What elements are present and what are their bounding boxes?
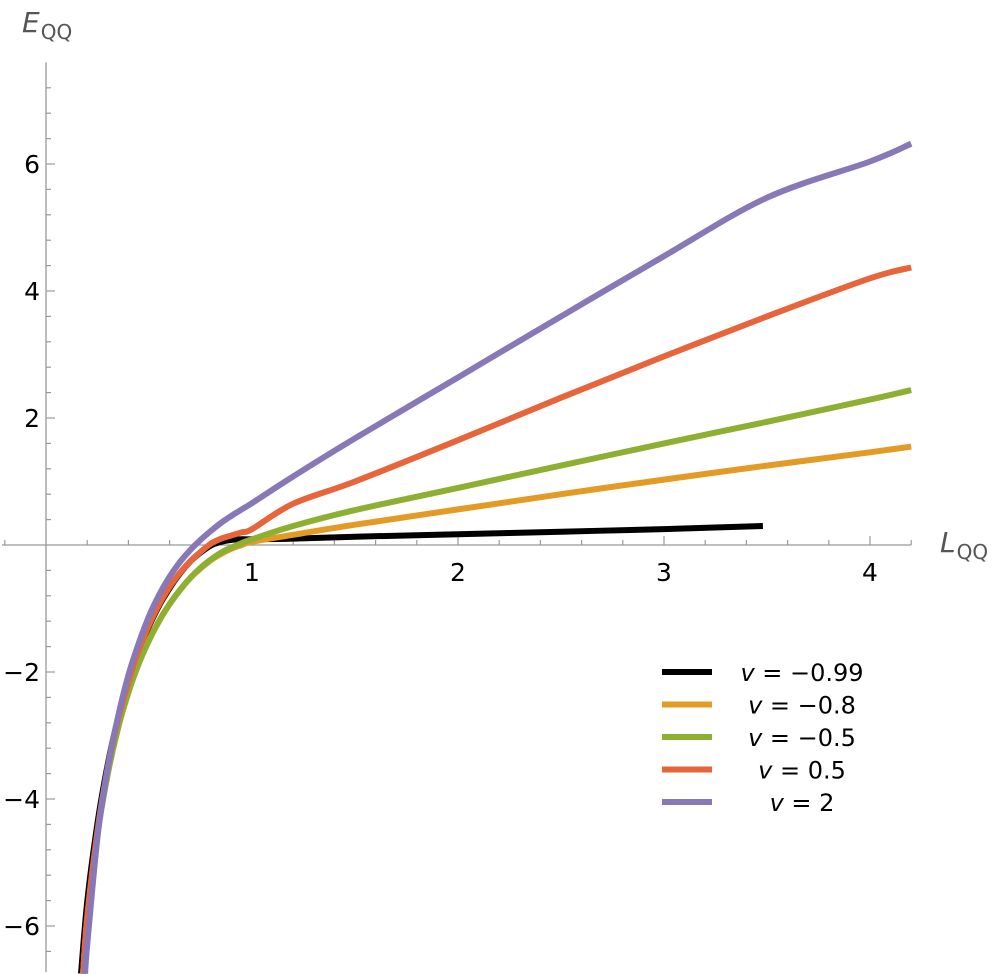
x-tick-label: 1 (244, 558, 260, 587)
series-line-3 (80, 264, 912, 974)
legend-label-1: v = −0.8 (748, 692, 856, 720)
y-tick-label: 4 (24, 277, 40, 306)
x-tick-label: 2 (450, 558, 466, 587)
x-tick-label: 3 (656, 558, 672, 587)
y-tick-label: −6 (3, 912, 40, 941)
axes: 1 2 3 4 −6 −4 −2 2 4 6 (2, 62, 912, 972)
x-tick-label: 4 (862, 558, 878, 587)
y-tick-label: −2 (3, 658, 40, 687)
y-ticks: −6 −4 −2 2 4 6 (3, 87, 55, 953)
legend-label-2: v = −0.5 (748, 724, 856, 752)
series-line-0 (78, 523, 763, 974)
y-tick-label: −4 (3, 785, 40, 814)
series-layer (78, 140, 913, 974)
legend-label-3: v = 0.5 (758, 757, 846, 785)
y-tick-label: 6 (24, 150, 40, 179)
legend-label-4: v = 2 (770, 789, 835, 817)
x-ticks: 1 2 3 4 (4, 536, 912, 587)
y-axis-label: EQQ (22, 6, 72, 44)
x-axis-label: LQQ (940, 526, 988, 564)
y-tick-label: 2 (24, 404, 40, 433)
legend-label-0: v = −0.99 (740, 659, 863, 687)
series-line-4 (82, 140, 913, 974)
legend: v = −0.99 v = −0.8 v = −0.5 v = 0.5 v = 2 (662, 659, 864, 817)
